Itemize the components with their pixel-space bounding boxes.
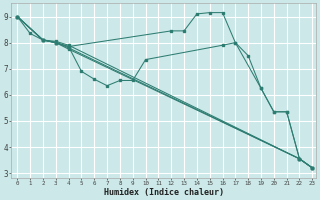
X-axis label: Humidex (Indice chaleur): Humidex (Indice chaleur) <box>103 188 223 197</box>
